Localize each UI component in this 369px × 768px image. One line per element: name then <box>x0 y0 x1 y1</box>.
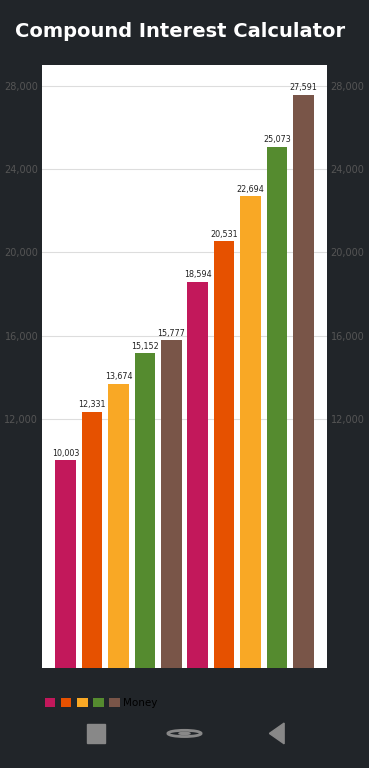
Polygon shape <box>269 723 284 743</box>
Text: 10,003: 10,003 <box>52 449 79 458</box>
Text: Compound Interest Calculator: Compound Interest Calculator <box>15 22 345 41</box>
Bar <box>267 147 287 668</box>
Text: 13,674: 13,674 <box>105 372 132 382</box>
Legend: , , , , Money: , , , , Money <box>45 698 157 708</box>
Text: 25,073: 25,073 <box>263 135 291 144</box>
Text: 27,591: 27,591 <box>289 83 317 92</box>
Bar <box>55 460 76 668</box>
Circle shape <box>179 733 190 734</box>
Bar <box>240 197 261 668</box>
Text: 15,152: 15,152 <box>131 342 159 351</box>
Bar <box>87 724 105 743</box>
Bar <box>214 241 234 668</box>
Bar <box>161 340 182 668</box>
Bar <box>108 384 129 668</box>
Bar <box>187 282 208 668</box>
Bar <box>293 94 314 668</box>
Text: 22,694: 22,694 <box>237 185 265 194</box>
Text: 20,531: 20,531 <box>210 230 238 239</box>
Bar <box>135 353 155 668</box>
Bar <box>82 412 102 668</box>
Text: 15,777: 15,777 <box>157 329 185 338</box>
Text: 12,331: 12,331 <box>78 400 106 409</box>
Text: 18,594: 18,594 <box>184 270 211 279</box>
